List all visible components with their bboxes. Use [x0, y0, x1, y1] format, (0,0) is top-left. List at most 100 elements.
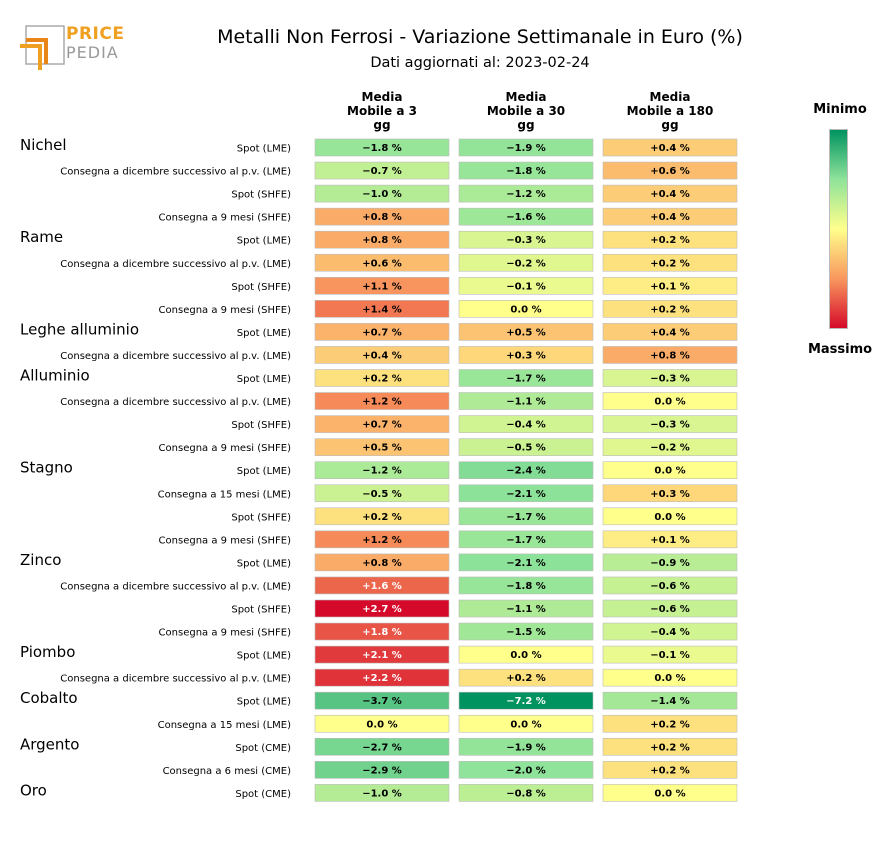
row-label: Consegna a 9 mesi (SHFE): [159, 305, 292, 316]
heatmap-cell: [458, 346, 594, 364]
heatmap-cell-label: −1.2 %: [506, 189, 546, 200]
group-label: Stagno: [20, 459, 73, 477]
row-label: Spot (SHFE): [231, 512, 291, 523]
heatmap-cell: [314, 300, 450, 318]
heatmap-cell: [602, 415, 738, 433]
heatmap-cell-label: 0.0 %: [366, 719, 397, 730]
heatmap-cell: [602, 714, 738, 733]
heatmap-cell: [458, 714, 594, 733]
heatmap-cell-label: −0.6 %: [650, 604, 690, 615]
column-header-line: Media: [505, 90, 547, 104]
heatmap-cell: [458, 576, 594, 595]
heatmap-cell: [314, 253, 450, 272]
heatmap-cell: [458, 645, 594, 664]
column-header-line: Mobile a 180: [626, 104, 714, 118]
heatmap-cell: [602, 784, 738, 802]
heatmap-cell: [458, 415, 594, 433]
heatmap-cell-label: −1.4 %: [650, 696, 690, 707]
heatmap-cell-label: +0.2 %: [650, 235, 690, 246]
heatmap-cell: [458, 668, 594, 687]
heatmap-cell-label: −0.6 %: [650, 581, 690, 592]
column-header-line: gg: [661, 118, 679, 132]
heatmap-cell-label: +0.3 %: [506, 350, 546, 361]
heatmap-cell: [602, 761, 738, 779]
heatmap-cell-label: +0.3 %: [650, 489, 690, 500]
heatmap-cell-label: +1.4 %: [362, 304, 402, 315]
heatmap-cell-label: −0.7 %: [362, 166, 402, 177]
heatmap-cell: [602, 253, 738, 272]
heatmap-cell: [314, 276, 450, 295]
heatmap-cell-label: −0.5 %: [362, 489, 402, 500]
row-label: Consegna a dicembre successivo al p.v. (…: [60, 397, 291, 408]
group-label: Cobalto: [20, 689, 78, 707]
heatmap-cell-label: +1.6 %: [362, 581, 402, 592]
heatmap-cell: [602, 645, 738, 664]
heatmap-cell: [314, 415, 450, 433]
group-label: Rame: [20, 228, 63, 246]
group-label: Leghe alluminio: [20, 320, 139, 338]
heatmap-cell-label: +0.4 %: [650, 189, 690, 200]
heatmap-cell: [314, 438, 450, 456]
chart-subtitle: Dati aggiornati al: 2023-02-24: [370, 55, 590, 71]
heatmap-cell-label: −1.8 %: [506, 581, 546, 592]
heatmap-cell: [314, 668, 450, 687]
heatmap-cell-label: −1.0 %: [362, 189, 402, 200]
heatmap-cell-label: −1.5 %: [506, 627, 546, 638]
heatmap-cell-label: −0.3 %: [650, 420, 690, 431]
heatmap-cell: [602, 438, 738, 456]
heatmap-cell-label: +0.4 %: [650, 327, 690, 338]
row-label: Consegna a 15 mesi (LME): [158, 720, 291, 731]
heatmap-cell-label: −1.8 %: [362, 143, 402, 154]
heatmap-cell: [314, 645, 450, 664]
row-label: Spot (CME): [235, 789, 291, 800]
heatmap-cell: [602, 461, 738, 480]
heatmap-cell-label: +0.6 %: [650, 166, 690, 177]
heatmap-cell: [314, 392, 450, 410]
row-label: Spot (LME): [237, 236, 291, 247]
heatmap-cell: [314, 761, 450, 779]
heatmap-cell: [458, 323, 594, 341]
heatmap-cell-label: −0.1 %: [506, 281, 546, 292]
legend-colorbar: [829, 129, 848, 329]
heatmap-cell-label: −0.4 %: [506, 420, 546, 431]
heatmap-cell-label: +0.7 %: [362, 327, 402, 338]
heatmap-cell: [458, 207, 594, 226]
heatmap-cell-label: −1.6 %: [506, 212, 546, 223]
heatmap-cell: [458, 300, 594, 318]
heatmap-cell-label: −0.3 %: [650, 374, 690, 385]
heatmap-cell: [458, 438, 594, 456]
heatmap-cell-label: +2.1 %: [362, 650, 402, 661]
heatmap-cell-label: +0.4 %: [650, 212, 690, 223]
heatmap-cell-label: −0.2 %: [506, 258, 546, 269]
heatmap-cell-label: +1.2 %: [362, 397, 402, 408]
heatmap-cell-label: +0.2 %: [650, 765, 690, 776]
heatmap-cell-label: +0.2 %: [650, 304, 690, 315]
heatmap-cell: [458, 599, 594, 618]
heatmap-cell-label: +1.8 %: [362, 627, 402, 638]
heatmap-cell-label: +0.8 %: [362, 212, 402, 223]
row-label: Consegna a 6 mesi (CME): [163, 766, 292, 777]
heatmap-cell-label: +0.8 %: [362, 558, 402, 569]
heatmap-cell-label: −0.5 %: [506, 443, 546, 454]
heatmap-cell-label: −1.7 %: [506, 512, 546, 523]
heatmap-cell: [458, 369, 594, 387]
heatmap-cell: [602, 276, 738, 295]
heatmap-cell-label: −2.4 %: [506, 466, 546, 477]
heatmap-cell: [458, 276, 594, 295]
heatmap-cell: [314, 323, 450, 341]
row-label: Spot (LME): [237, 328, 291, 339]
heatmap-cell: [602, 668, 738, 687]
row-label: Spot (SHFE): [231, 282, 291, 293]
heatmap-cell: [602, 484, 738, 503]
heatmap-cell: [314, 161, 450, 180]
heatmap-cell-label: −0.3 %: [506, 235, 546, 246]
heatmap-cell-label: −1.8 %: [506, 166, 546, 177]
heatmap-cell-label: −1.1 %: [506, 397, 546, 408]
legend-min-label: Minimo: [813, 102, 867, 117]
heatmap-cell: [458, 138, 594, 157]
row-label: Consegna a dicembre successivo al p.v. (…: [60, 351, 291, 362]
pricepedia-logo-mark: [20, 25, 65, 70]
heatmap-cell-label: −0.2 %: [650, 443, 690, 454]
heatmap-cell-label: 0.0 %: [510, 650, 541, 661]
